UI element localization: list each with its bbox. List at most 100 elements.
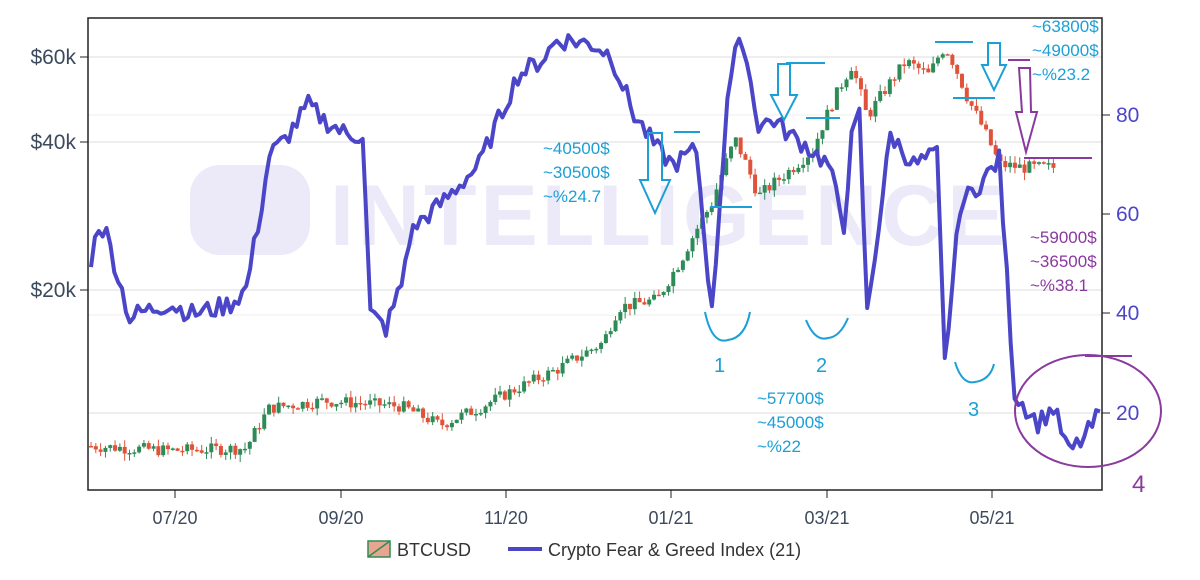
- btc-candle: [103, 447, 108, 452]
- x-axis: 07/20 09/20 11/20 01/21 03/21 05/21: [152, 490, 1015, 528]
- btc-candle: [271, 404, 276, 413]
- btc-candle: [753, 174, 758, 194]
- legend-btc-label: BTCUSD: [397, 540, 471, 560]
- btc-candle: [550, 370, 555, 372]
- btc-candle: [421, 408, 426, 418]
- btc-candle: [594, 348, 599, 351]
- btc-candle: [945, 54, 950, 56]
- btc-candle: [599, 342, 604, 349]
- btc-candle: [907, 60, 912, 67]
- btc-candle: [257, 427, 262, 430]
- btc-candle: [757, 192, 762, 195]
- btc-candle: [950, 54, 955, 65]
- btc-candle: [300, 402, 305, 409]
- btc-candle: [502, 391, 507, 400]
- btc-candle: [146, 443, 151, 449]
- btc-candle: [324, 398, 329, 403]
- btc-candle: [652, 294, 657, 300]
- btc-candle: [209, 443, 214, 453]
- x-tick: 09/20: [318, 508, 363, 528]
- btc-candle: [368, 400, 373, 405]
- btc-candle: [781, 179, 786, 181]
- btc-candle: [1008, 162, 1013, 168]
- anno-apr-high: ~63800$: [1032, 17, 1099, 36]
- btc-candle: [791, 169, 796, 173]
- btc-candle: [89, 446, 93, 448]
- y-left-tick: $60k: [30, 46, 76, 69]
- btc-candle: [656, 294, 661, 297]
- x-tick: 03/21: [804, 508, 849, 528]
- btc-candle: [873, 100, 878, 117]
- dip-bowl-2: [805, 317, 849, 340]
- btc-candle: [1027, 161, 1032, 173]
- btc-candle: [117, 446, 122, 451]
- btc-candle: [512, 389, 517, 393]
- btc-candle: [464, 408, 469, 413]
- btc-candle: [560, 362, 565, 374]
- btc-candle: [185, 444, 190, 452]
- btc-candle: [517, 391, 522, 394]
- btc-candle: [801, 164, 806, 168]
- btc-candle: [632, 297, 637, 310]
- btc-candle: [377, 398, 382, 406]
- legend-fng-label: Crypto Fear & Greed Index (21): [548, 540, 801, 560]
- btc-candle: [926, 68, 931, 73]
- btc-candle: [608, 331, 613, 335]
- btc-candle: [955, 64, 960, 74]
- btc-candle: [642, 302, 647, 305]
- btc-candle: [281, 402, 286, 407]
- btc-candle: [834, 87, 839, 110]
- anno-feb-low: ~45000$: [757, 413, 824, 432]
- btc-candle: [690, 238, 695, 252]
- btc-candle: [671, 271, 676, 287]
- btc-candle: [993, 145, 998, 155]
- btc-candle: [748, 159, 753, 175]
- btc-candle: [526, 381, 531, 383]
- btc-candle: [291, 405, 296, 409]
- btc-candle: [555, 370, 560, 374]
- dip-label-2: 2: [816, 355, 827, 377]
- btc-candle: [440, 419, 445, 426]
- btc-candle: [743, 154, 748, 160]
- btc-candle: [868, 109, 873, 117]
- btc-candle: [815, 138, 820, 154]
- btc-candle: [93, 446, 98, 450]
- legend: BTCUSD Crypto Fear & Greed Index (21): [367, 540, 801, 560]
- btc-candle: [858, 78, 863, 90]
- btc-candle: [262, 414, 267, 429]
- btc-candle: [122, 446, 127, 454]
- btc-candle: [931, 63, 936, 73]
- btc-candle: [618, 312, 623, 321]
- btc-candle: [680, 260, 685, 270]
- btc-candle: [772, 177, 777, 191]
- btc-candle: [161, 445, 166, 456]
- btc-candle: [507, 389, 512, 400]
- btc-candle: [714, 189, 719, 207]
- watermark: INTELLIGENCE: [190, 165, 1005, 264]
- btc-candle: [1032, 161, 1037, 164]
- btc-candle: [498, 391, 503, 395]
- anno-jan-high: ~40500$: [543, 139, 610, 158]
- btc-candle: [647, 299, 652, 305]
- btc-candle: [170, 448, 175, 450]
- btc-candle: [974, 105, 979, 111]
- dip-bowl-3: [954, 361, 995, 384]
- btc-candle: [358, 402, 363, 405]
- btc-candle: [108, 445, 113, 448]
- btc-candle: [709, 206, 714, 212]
- btc-candle: [454, 419, 459, 423]
- btc-candle: [305, 402, 310, 408]
- btc-candle: [704, 211, 709, 218]
- btc-candle: [969, 101, 974, 106]
- btc-candle: [483, 406, 488, 413]
- btc-candle: [911, 60, 916, 64]
- arrow-may: [1014, 67, 1039, 156]
- btc-candle: [988, 129, 993, 146]
- btc-candle: [151, 446, 156, 449]
- btc-candle: [1036, 162, 1041, 164]
- x-tick: 05/21: [969, 508, 1014, 528]
- anno-feb-pct: ~%22: [757, 437, 801, 456]
- anno-may-low: ~36500$: [1030, 252, 1097, 271]
- btc-candle: [401, 401, 406, 412]
